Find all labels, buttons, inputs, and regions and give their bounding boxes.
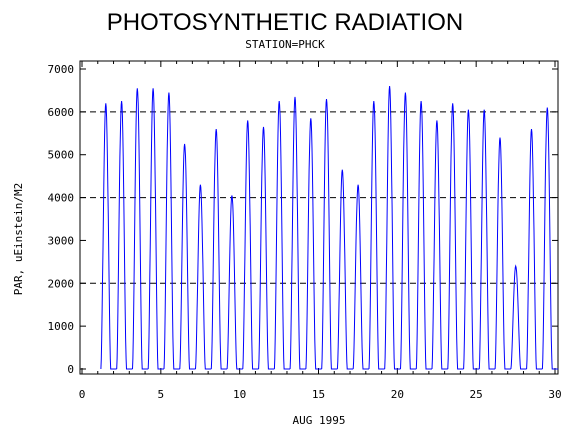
y-tick-label: 2000 bbox=[48, 277, 75, 290]
y-tick-label: 0 bbox=[67, 363, 74, 376]
y-tick-label: 1000 bbox=[48, 320, 75, 333]
daily-par-curve bbox=[415, 101, 432, 370]
y-tick-label: 3000 bbox=[48, 234, 75, 247]
y-tick-label: 4000 bbox=[48, 192, 75, 205]
daily-par-curve bbox=[147, 88, 164, 370]
daily-par-curve bbox=[526, 128, 543, 370]
daily-par-curve bbox=[258, 126, 275, 370]
y-tick-label: 7000 bbox=[48, 63, 75, 76]
y-axis: 0 1000 2000 3000 4000 5000 6000 7000 bbox=[48, 63, 558, 376]
daily-par-curve bbox=[352, 184, 369, 370]
daily-par-curve bbox=[384, 86, 401, 370]
chart-title: PHOTOSYNTHETIC RADIATION bbox=[107, 9, 463, 36]
daily-par-curve bbox=[242, 120, 259, 370]
daily-par-curve bbox=[289, 96, 306, 370]
daily-par-curve bbox=[336, 169, 354, 370]
x-axis-label: AUG 1995 bbox=[293, 414, 346, 427]
daily-par-curve bbox=[273, 101, 291, 370]
daily-par-curve bbox=[226, 195, 243, 370]
daily-par-curve bbox=[195, 184, 212, 370]
x-tick-label: 15 bbox=[312, 388, 325, 401]
daily-par-curve bbox=[478, 109, 496, 370]
daily-par-curve bbox=[132, 88, 149, 370]
daily-par-curve bbox=[100, 103, 117, 370]
daily-par-curve bbox=[447, 103, 464, 370]
daily-par-curve bbox=[179, 143, 196, 370]
x-tick-label: 5 bbox=[158, 388, 165, 401]
x-tick-label: 30 bbox=[548, 388, 561, 401]
daily-par-curve bbox=[541, 107, 559, 370]
y-axis-label: PAR, uEinstein/M2 bbox=[12, 183, 25, 296]
x-tick-label: 20 bbox=[391, 388, 404, 401]
daily-par-curve bbox=[510, 264, 527, 370]
daily-par-curve bbox=[368, 101, 385, 370]
daily-par-curve bbox=[463, 109, 480, 370]
x-tick-label: 25 bbox=[470, 388, 483, 401]
y-tick-label: 6000 bbox=[48, 106, 75, 119]
daily-par-curve bbox=[116, 101, 133, 370]
daily-par-curve bbox=[163, 92, 180, 370]
daily-par-curve bbox=[210, 128, 228, 370]
daily-par-curve bbox=[431, 120, 448, 370]
x-axis: 0 5 10 15 20 25 30 bbox=[79, 61, 562, 401]
x-tick-label: 10 bbox=[233, 388, 246, 401]
daily-par-curve bbox=[305, 118, 322, 370]
daily-par-curve bbox=[400, 92, 417, 370]
x-tick-label: 0 bbox=[79, 388, 86, 401]
series-layer bbox=[100, 86, 559, 370]
daily-par-curve bbox=[494, 137, 511, 370]
chart-subtitle: STATION=PHCK bbox=[245, 38, 325, 51]
daily-par-curve bbox=[321, 98, 338, 370]
y-tick-label: 5000 bbox=[48, 149, 75, 162]
